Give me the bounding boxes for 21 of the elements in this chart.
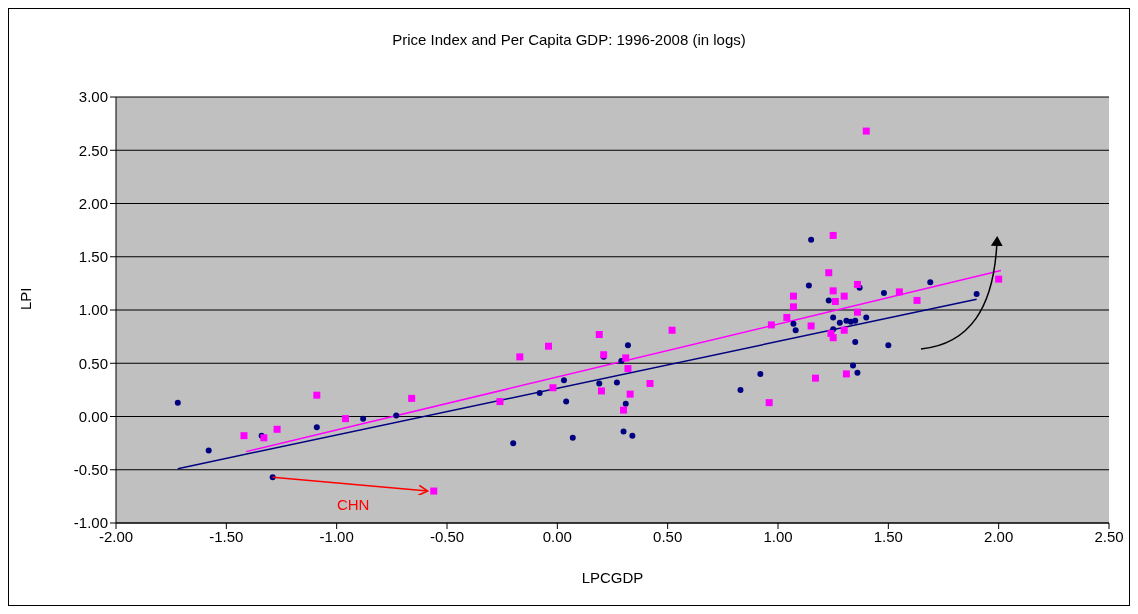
y-tick-label: 0.00 [78,407,108,425]
x-tick-label: 1.00 [763,527,793,545]
x-tick-label: -0.50 [429,527,465,545]
x-axis-title: LPCGDP [581,569,644,586]
x-tick-label: 2.00 [984,527,1014,545]
x-tick-label: 0.00 [542,527,572,545]
x-tick-label: 0.50 [653,527,683,545]
x-tick-label: 1.50 [873,527,903,545]
y-tick-label: 3.00 [78,88,108,106]
chart-title: Price Index and Per Capita GDP: 1996-2008 (in logs) [391,31,747,48]
x-tick-label: -1.50 [209,527,244,545]
y-tick-label: -0.50 [73,461,108,479]
y-axis-title: LPI [17,287,35,310]
x-tick-label: 2.50 [1094,527,1124,545]
y-tick-label: 0.50 [78,354,108,372]
annotation: CHN [336,496,370,514]
y-tick-label: 2.50 [78,141,108,159]
y-tick-label: 1.50 [78,248,108,266]
x-tick-label: -1.00 [319,527,354,545]
y-tick-label: 1.00 [78,301,108,319]
y-tick-label: 2.00 [78,194,108,212]
